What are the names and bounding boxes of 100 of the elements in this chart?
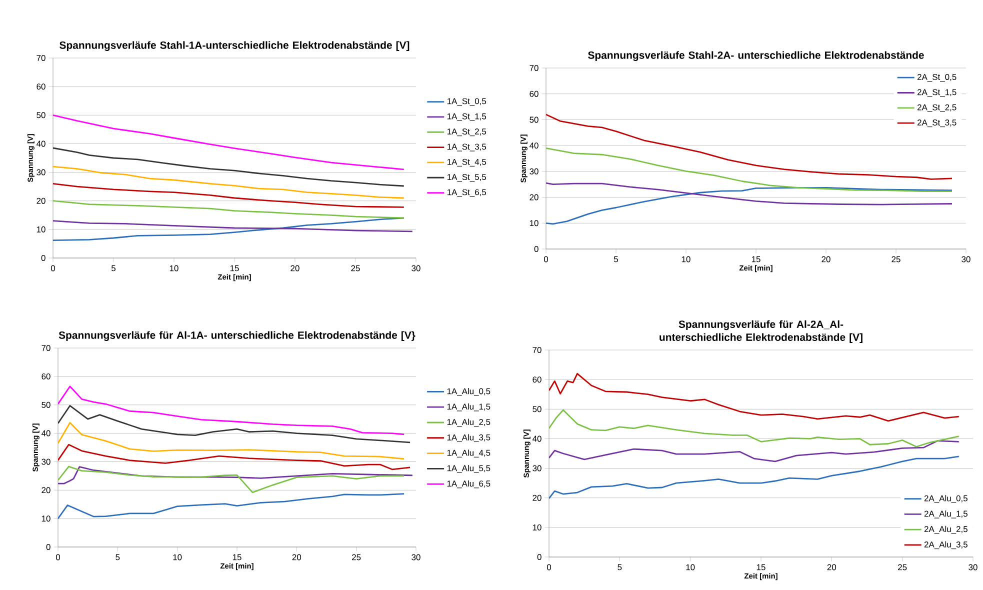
x-tick-label: 15 [232,554,242,560]
legend-label: 1A_St_3,5 [447,144,486,152]
y-tick-label: 10 [530,220,538,226]
legend-label: 1A_Alu_2,5 [447,418,490,427]
line-series [53,220,414,232]
legend-label: 2A_Alu_1,5 [924,510,968,518]
x-tick-label: 25 [892,256,900,262]
y-tick-label: 20 [36,198,46,204]
line-series [58,493,405,520]
legend-label: 1A_St_6,5 [447,189,486,197]
line-series [58,405,411,444]
line-series [546,147,953,192]
y-tick-label: 60 [532,376,542,383]
x-tick-label: 25 [898,564,907,570]
y-tick-label: 20 [530,194,538,200]
x-tick-label: 5 [116,554,120,560]
y-tick-label: 40 [36,140,46,147]
legend-label: 2A_St_0,5 [918,74,956,82]
y-tick-label: 10 [36,226,46,232]
y-tick-label: 60 [530,90,538,97]
x-tick-label: 20 [290,265,300,272]
chart-title: Spannungsverläufe für Al-1A- unterschiedliche Elektrodenabstände [V} [58,331,416,342]
x-tick-label: 20 [292,554,302,560]
legend-label: 1A_Alu_5,5 [447,464,490,473]
legend-label: 2A_Alu_0,5 [924,495,968,503]
line-series [53,217,405,241]
legend-label: 1A_St_2,5 [447,128,486,136]
chart-title: Spannungsverläufe Stahl-2A- unterschiedliche Elektrodenabstände [588,51,924,61]
line-series [546,187,953,225]
y-tick-label: 30 [42,458,50,465]
y-tick-label: 50 [36,112,46,118]
y-tick-label: 50 [532,406,542,412]
x-tick-label: 10 [173,554,182,560]
x-tick-label: 30 [412,265,420,272]
line-series [53,147,405,187]
line-series [58,466,405,494]
x-tick-label: 30 [962,256,970,262]
y-tick-label: 40 [41,430,50,436]
x-tick-label: 5 [614,256,618,262]
y-tick-label: 40 [532,436,542,442]
line-series [53,166,405,199]
line-series [549,372,960,422]
chart-title: Spannungsverläufe für Al-2A_Al-unterschiedliche Elektrodenabstände [V] [660,320,862,344]
legend-label: 1A_Alu_1,5 [447,403,490,412]
y-tick-label: 10 [42,516,50,522]
y-tick-label: 20 [532,494,542,501]
x-tick-label: 5 [111,265,116,272]
y-tick-label: 0 [534,246,538,252]
y-tick-label: 50 [530,116,538,123]
legend-label: 1A_Alu_3,5 [447,434,490,442]
y-tick-label: 20 [42,487,50,494]
y-tick-label: 70 [36,55,46,61]
chart-title: Spannungsverläufe Stahl-1A-unterschiedliche Elektrodenabstände [V] [60,41,410,52]
y-tick-label: 50 [42,402,50,408]
x-tick-label: 15 [230,265,239,272]
legend-label: 1A_St_4,5 [447,158,486,166]
legend-label: 2A_St_2,5 [918,104,956,112]
line-series [53,183,405,208]
line-series [58,444,411,470]
x-tick-label: 15 [752,256,760,262]
y-tick-label: 0 [46,544,50,550]
legend-label: 1A_Alu_4,5 [447,450,490,458]
x-tick-label: 0 [544,256,548,262]
legend-label: 2A_St_3,5 [918,120,956,128]
y-tick-label: 70 [42,345,50,351]
legend-label: 2A_Alu_2,5 [924,526,968,534]
x-tick-label: 25 [351,265,360,272]
x-tick-label: 20 [827,564,836,570]
x-tick-label: 5 [618,564,622,570]
legend-label: 1A_St_5,5 [447,174,486,182]
x-tick-label: 10 [682,256,690,262]
x-tick-label: 15 [756,564,766,570]
legend-label: 1A_St_0,5 [447,98,486,106]
y-tick-label: 60 [42,373,50,380]
y-tick-label: 70 [530,65,538,71]
x-tick-label: 0 [546,564,552,570]
line-series [549,440,960,462]
y-tick-label: 30 [530,168,538,174]
line-series [58,422,405,460]
x-tick-label: 0 [50,265,56,272]
y-tick-label: 60 [36,84,46,90]
x-tick-label: 25 [352,554,361,560]
y-tick-label: 10 [532,524,542,530]
legend-label: 1A_Alu_6,5 [447,480,490,488]
y-tick-label: 30 [532,465,542,472]
x-tick-label: 10 [170,265,178,272]
x-tick-label: 10 [686,564,695,570]
legend-label: 1A_Alu_0,5 [447,388,490,396]
legend-label: 2A_Alu_3,5 [924,541,968,550]
line-series [549,409,960,448]
y-tick-label: 40 [530,142,538,149]
line-series [58,386,405,436]
x-tick-label: 30 [968,564,978,570]
x-tick-label: 30 [412,554,420,560]
x-tick-label: 20 [822,256,830,262]
y-tick-label: 30 [36,169,46,176]
y-tick-label: 70 [532,347,542,353]
x-tick-label: 0 [56,554,60,560]
legend-label: 1A_St_1,5 [447,113,486,121]
legend-label: 2A_St_1,5 [918,89,956,97]
